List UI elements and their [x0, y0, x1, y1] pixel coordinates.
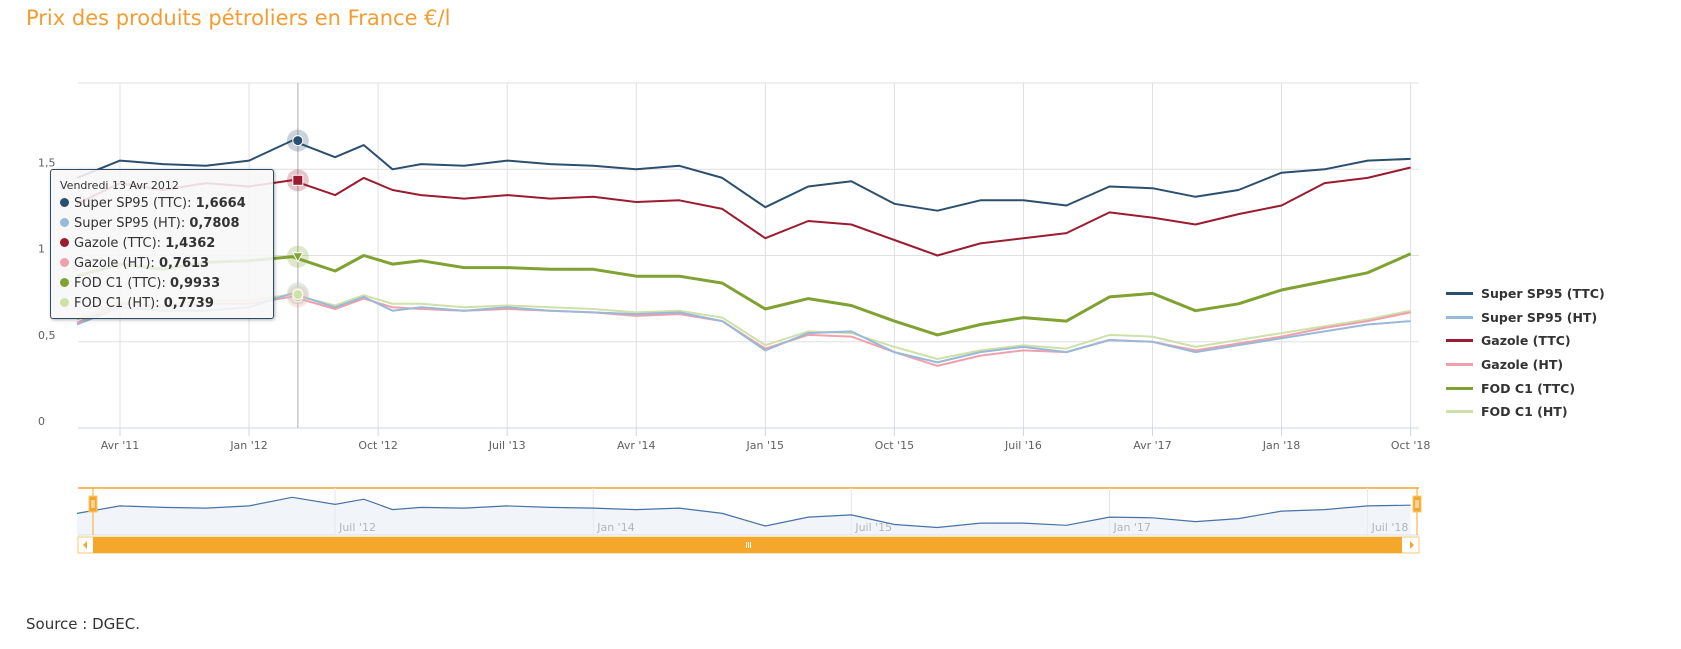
legend-item[interactable]: Super SP95 (HT) — [1446, 306, 1605, 330]
legend-item[interactable]: FOD C1 (HT) — [1446, 400, 1605, 424]
x-tick-label: Avr '17 — [1133, 439, 1171, 452]
grid — [78, 82, 1419, 436]
marker-square — [292, 174, 304, 186]
legend-item[interactable]: Gazole (TTC) — [1446, 329, 1605, 353]
scroll-right-arrow-icon[interactable] — [1410, 541, 1414, 549]
series-line-super-sp95-ttc[interactable] — [76, 139, 1411, 212]
series-lines — [76, 139, 1412, 367]
series-line-super-sp95-ht[interactable] — [76, 292, 1411, 364]
series-dot-icon — [60, 278, 69, 287]
tooltip: Vendredi 13 Avr 2012 Super SP95 (TTC): 1… — [50, 169, 274, 319]
series-dot-icon — [60, 218, 69, 227]
x-tick-label: Juil '13 — [488, 439, 526, 452]
legend-label: Gazole (TTC) — [1481, 333, 1571, 349]
tooltip-value: 1,6664 — [195, 196, 246, 211]
x-tick-label: Oct '18 — [1391, 439, 1431, 452]
navigator-right-handle[interactable] — [1412, 495, 1422, 513]
y-axis-labels: 0 0,5 1 1,5 — [38, 156, 56, 428]
tooltip-row: Super SP95 (HT): 0,7808 — [60, 214, 264, 234]
tooltip-row: Gazole (HT): 0,7613 — [60, 254, 264, 274]
marker-triangle — [291, 252, 304, 263]
legend-line-icon — [1446, 339, 1473, 343]
legend-item[interactable]: FOD C1 (TTC) — [1446, 376, 1605, 400]
legend-item[interactable]: Gazole (HT) — [1446, 353, 1605, 377]
hover-markers — [286, 129, 309, 308]
y-tick-label: 1 — [38, 243, 45, 256]
marker-circle — [292, 288, 304, 300]
series-dot-icon — [60, 238, 69, 247]
series-dot-icon — [60, 298, 69, 307]
source-note: Source : DGEC. — [26, 615, 141, 633]
legend-label: Super SP95 (TTC) — [1481, 286, 1605, 302]
y-tick-label: 0 — [38, 415, 45, 428]
marker-circle — [292, 135, 304, 147]
tooltip-series-label: Gazole (HT): — [74, 256, 159, 271]
navigator[interactable]: Juil '12Jan '14Juil '15Jan '17Juil '18 — [76, 487, 1422, 554]
tooltip-series-label: Super SP95 (HT): — [74, 216, 190, 231]
legend-label: FOD C1 (TTC) — [1481, 380, 1576, 396]
navigator-area — [76, 497, 1411, 535]
x-tick-label: Avr '14 — [617, 439, 655, 452]
tooltip-row: Gazole (TTC): 1,4362 — [60, 234, 264, 254]
tooltip-value: 0,9933 — [169, 276, 221, 291]
series-line-gazole-ttc[interactable] — [76, 166, 1411, 257]
legend-line-icon — [1446, 363, 1473, 367]
x-tick-label: Oct '15 — [875, 439, 915, 452]
legend-line-icon — [1446, 386, 1473, 390]
series-line-fod-c1-ttc[interactable] — [76, 252, 1412, 337]
legend-line-icon — [1446, 315, 1473, 319]
legend-line-icon — [1446, 292, 1473, 296]
legend-label: Super SP95 (HT) — [1481, 309, 1598, 325]
y-tick-label: 1,5 — [38, 156, 56, 169]
x-axis-labels: Avr '11 Jan '12 Oct '12 Juil '13 Avr '14 Jan … — [101, 439, 1431, 452]
tooltip-value: 0,7739 — [163, 296, 214, 311]
tooltip-date: Vendredi 13 Avr 2012 — [60, 179, 179, 192]
tooltip-value: 0,7613 — [158, 256, 210, 271]
scrollbar-thumb[interactable] — [93, 537, 1402, 553]
tooltip-value: 0,7808 — [189, 216, 240, 231]
series-dot-icon — [60, 258, 69, 267]
scroll-left-arrow-icon[interactable] — [83, 541, 87, 549]
chart-title: Prix des produits pétroliers en France €… — [26, 6, 451, 30]
series-dot-icon — [60, 198, 69, 207]
x-tick-label: Jan '12 — [229, 439, 267, 452]
tooltip-row: Super SP95 (TTC): 1,6664 — [60, 194, 264, 214]
tooltip-row: FOD C1 (HT): 0,7739 — [60, 294, 264, 314]
navigator-left-handle[interactable] — [88, 495, 98, 513]
legend-label: Gazole (HT) — [1481, 357, 1564, 373]
x-tick-label: Jan '18 — [1262, 439, 1300, 452]
legend-line-icon — [1446, 410, 1473, 414]
tooltip-row: FOD C1 (TTC): 0,9933 — [60, 274, 264, 294]
x-tick-label: Oct '12 — [358, 439, 398, 452]
x-tick-label: Avr '11 — [101, 439, 139, 452]
y-tick-label: 0,5 — [38, 329, 56, 342]
x-tick-label: Jan '15 — [746, 439, 784, 452]
legend-item[interactable]: Super SP95 (TTC) — [1446, 282, 1605, 306]
tooltip-series-label: Super SP95 (TTC): — [74, 196, 196, 211]
tooltip-series-label: FOD C1 (HT): — [74, 296, 164, 311]
tooltip-value: 1,4362 — [165, 236, 216, 251]
tooltip-series-label: Gazole (TTC): — [74, 236, 166, 251]
legend: Super SP95 (TTC) Super SP95 (HT) Gazole (T… — [1446, 282, 1605, 424]
tooltip-series-label: FOD C1 (TTC): — [74, 276, 170, 291]
navigator-series — [76, 496, 1411, 529]
legend-label: FOD C1 (HT) — [1481, 404, 1568, 420]
x-tick-label: Juil '16 — [1004, 439, 1042, 452]
